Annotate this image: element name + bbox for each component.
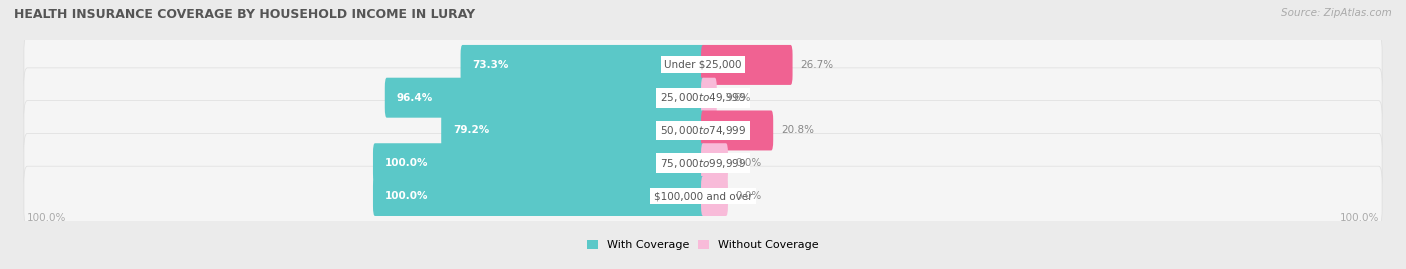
Legend: With Coverage, Without Coverage: With Coverage, Without Coverage [582,235,824,255]
Text: HEALTH INSURANCE COVERAGE BY HOUSEHOLD INCOME IN LURAY: HEALTH INSURANCE COVERAGE BY HOUSEHOLD I… [14,8,475,21]
FancyBboxPatch shape [24,68,1382,128]
FancyBboxPatch shape [24,35,1382,95]
Text: 79.2%: 79.2% [453,125,489,136]
Text: 3.6%: 3.6% [724,93,751,103]
FancyBboxPatch shape [385,78,704,118]
FancyBboxPatch shape [24,166,1382,226]
Text: 100.0%: 100.0% [27,213,66,223]
Text: $25,000 to $49,999: $25,000 to $49,999 [659,91,747,104]
FancyBboxPatch shape [702,176,728,216]
FancyBboxPatch shape [702,45,793,85]
Text: $75,000 to $99,999: $75,000 to $99,999 [659,157,747,170]
FancyBboxPatch shape [441,111,704,150]
FancyBboxPatch shape [702,111,773,150]
Text: $100,000 and over: $100,000 and over [654,191,752,201]
FancyBboxPatch shape [702,78,717,118]
Text: Source: ZipAtlas.com: Source: ZipAtlas.com [1281,8,1392,18]
Text: 100.0%: 100.0% [1340,213,1379,223]
FancyBboxPatch shape [373,143,704,183]
Text: Under $25,000: Under $25,000 [664,60,742,70]
Text: 100.0%: 100.0% [385,191,429,201]
Text: 100.0%: 100.0% [385,158,429,168]
Text: 73.3%: 73.3% [472,60,509,70]
FancyBboxPatch shape [373,176,704,216]
Text: 0.0%: 0.0% [735,191,762,201]
FancyBboxPatch shape [24,133,1382,193]
Text: 0.0%: 0.0% [735,158,762,168]
Text: $50,000 to $74,999: $50,000 to $74,999 [659,124,747,137]
FancyBboxPatch shape [461,45,704,85]
Text: 26.7%: 26.7% [800,60,834,70]
FancyBboxPatch shape [702,143,728,183]
FancyBboxPatch shape [24,101,1382,160]
Text: 20.8%: 20.8% [782,125,814,136]
Text: 96.4%: 96.4% [396,93,433,103]
